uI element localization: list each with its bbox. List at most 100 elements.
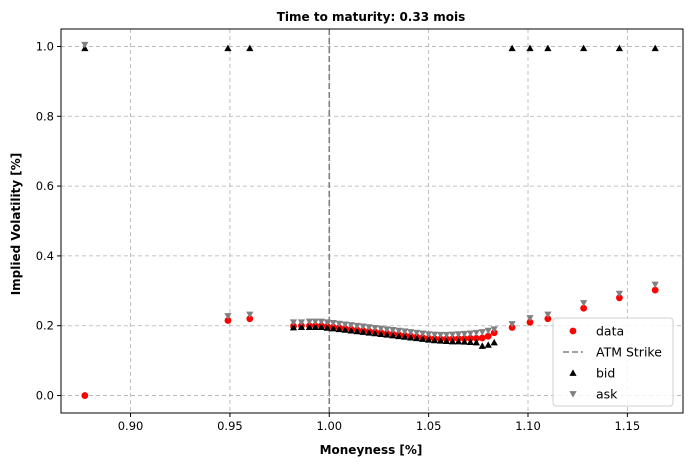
ask-point xyxy=(347,322,355,329)
legend-item-bid: bid xyxy=(569,366,615,381)
bid-point xyxy=(305,323,314,331)
ask-point xyxy=(383,326,391,333)
ask-point xyxy=(580,300,588,307)
series-ask xyxy=(81,41,659,339)
data-point xyxy=(580,304,588,312)
ask-point xyxy=(460,330,469,338)
bid-point xyxy=(289,323,298,331)
ask-point xyxy=(389,327,397,334)
data-point xyxy=(472,334,480,342)
ask-point xyxy=(466,330,474,338)
ask-point xyxy=(246,311,254,319)
ask-point xyxy=(395,327,403,335)
bid-point xyxy=(484,341,492,348)
x-tick-label: 1.10 xyxy=(515,419,541,433)
legend-item-atm-strike: ATM Strike xyxy=(563,345,662,360)
bid-point xyxy=(526,44,534,52)
legend-box xyxy=(552,317,674,407)
bid-point xyxy=(335,325,343,333)
data-point xyxy=(484,332,492,340)
data-point xyxy=(544,315,552,323)
ask-point xyxy=(413,329,421,337)
bid-point xyxy=(395,332,403,340)
y-tick-label: 0.8 xyxy=(36,109,54,123)
y-tick-label: 0.6 xyxy=(36,179,54,193)
ask-point xyxy=(490,326,498,333)
ask-point xyxy=(651,281,659,289)
chart-title: Time to maturity: 0.33 mois xyxy=(277,10,466,24)
bid-point xyxy=(389,331,397,339)
bid-point xyxy=(413,334,421,342)
bid-point xyxy=(580,44,588,52)
bid-point xyxy=(508,44,516,52)
bid-point xyxy=(347,327,355,334)
y-tick-label: 0.0 xyxy=(36,389,54,403)
data-point xyxy=(478,334,486,342)
ask-point xyxy=(305,318,314,326)
ask-point xyxy=(224,313,232,320)
bid-point xyxy=(466,338,474,346)
legend: data ATM Strike bid ask xyxy=(552,317,674,407)
bid-point xyxy=(323,324,331,331)
ask-point xyxy=(81,41,89,49)
ask-point xyxy=(472,329,480,337)
legend-label: bid xyxy=(596,366,615,381)
x-tick-label: 0.90 xyxy=(118,419,144,433)
bid-point xyxy=(383,331,391,338)
ask-point xyxy=(323,319,331,326)
ask-point xyxy=(425,331,433,338)
bid-point xyxy=(407,333,415,341)
x-tick-label: 0.95 xyxy=(217,419,243,433)
bid-point xyxy=(329,324,337,332)
bid-point xyxy=(651,44,659,52)
ask-point xyxy=(341,321,349,328)
data-point xyxy=(466,334,474,342)
data-marks xyxy=(81,41,659,399)
ask-point xyxy=(454,331,463,338)
y-axis-ticks: 0.0 0.2 0.4 0.6 0.8 1.0 xyxy=(36,39,61,403)
ask-point xyxy=(311,318,319,326)
ask-point xyxy=(401,328,409,335)
legend-label: data xyxy=(596,324,624,339)
data-point xyxy=(81,392,89,399)
bid-point xyxy=(615,44,624,52)
ask-point xyxy=(478,329,486,336)
y-tick-label: 0.4 xyxy=(36,249,54,263)
bid-point xyxy=(224,44,232,52)
ask-point xyxy=(377,325,385,333)
bid-point xyxy=(365,329,373,336)
legend-swatch xyxy=(569,391,577,398)
bid-point xyxy=(419,335,427,342)
x-axis-ticks: 0.90 0.95 1.00 1.05 1.10 1.15 xyxy=(118,413,640,433)
legend-item-ask: ask xyxy=(569,387,618,402)
bid-point xyxy=(544,44,552,52)
x-tick-label: 1.05 xyxy=(416,419,442,433)
ask-point xyxy=(353,322,361,330)
ask-point xyxy=(508,321,516,328)
ask-point xyxy=(407,329,415,336)
data-point xyxy=(526,318,534,326)
ask-point xyxy=(371,324,379,332)
bid-point xyxy=(442,337,451,344)
ask-point xyxy=(359,323,367,331)
x-axis-label: Moneyness [%] xyxy=(320,443,423,457)
plot-frame xyxy=(60,28,684,414)
bid-point xyxy=(353,327,361,335)
legend-item-data: data xyxy=(569,324,624,339)
ask-point xyxy=(448,331,457,339)
ask-point xyxy=(317,318,325,326)
data-point xyxy=(616,294,623,302)
ask-point xyxy=(289,319,298,326)
y-tick-label: 0.2 xyxy=(36,319,54,333)
data-point xyxy=(224,317,232,324)
bid-point xyxy=(317,323,325,331)
ask-point xyxy=(484,327,492,335)
bid-point xyxy=(401,333,409,340)
bid-point xyxy=(371,329,379,337)
ask-point xyxy=(419,330,427,338)
ask-point xyxy=(297,319,306,326)
ask-point xyxy=(329,320,337,327)
data-point xyxy=(651,286,659,294)
ask-point xyxy=(335,320,343,328)
